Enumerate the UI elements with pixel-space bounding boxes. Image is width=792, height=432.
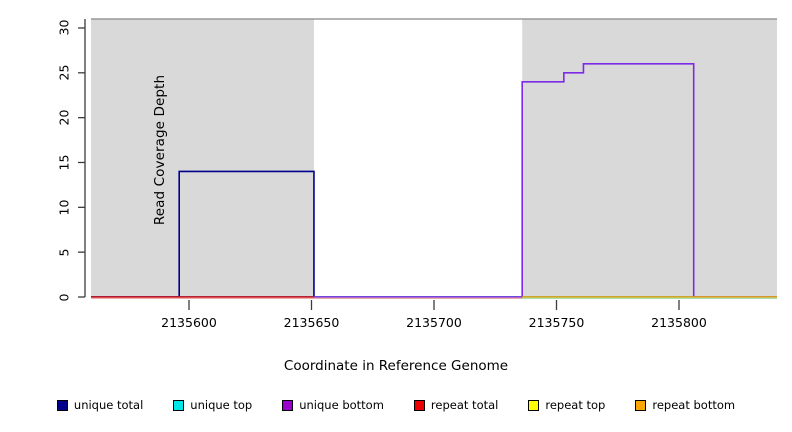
y-tick-label: 25 bbox=[56, 64, 72, 81]
x-tick-label: 2135650 bbox=[283, 315, 340, 330]
series-unique-bottom bbox=[91, 63, 777, 298]
y-tick-label: 0 bbox=[56, 293, 72, 301]
legend-label: repeat bottom bbox=[652, 398, 736, 412]
x-tick-label: 2135600 bbox=[161, 315, 217, 330]
x-axis-title-text: Coordinate in Reference Genome bbox=[283, 358, 509, 374]
y-tick-label: 30 bbox=[56, 20, 72, 36]
legend-item: unique total bbox=[56, 398, 144, 412]
legend-label: repeat total bbox=[430, 398, 499, 412]
y-tick-label: 5 bbox=[56, 248, 72, 257]
chart-legend: unique total unique top unique bottom repea… bbox=[0, 398, 792, 412]
legend-item: repeat bottom bbox=[635, 398, 735, 412]
legend-swatch-icon bbox=[173, 399, 185, 411]
legend-swatch-icon bbox=[56, 399, 68, 411]
legend-label: unique top bbox=[190, 398, 253, 412]
legend-item: repeat top bbox=[528, 398, 605, 412]
shaded-region-1 bbox=[522, 19, 777, 297]
x-tick-label: 2135800 bbox=[651, 315, 707, 330]
x-tick-label: 2135750 bbox=[528, 315, 585, 330]
legend-item: unique top bbox=[173, 398, 252, 412]
y-tick-label: 15 bbox=[56, 154, 72, 171]
shaded-region-0 bbox=[91, 19, 314, 297]
legend-swatch-icon bbox=[528, 399, 540, 411]
legend-label: unique bottom bbox=[299, 398, 384, 412]
legend-item: repeat total bbox=[413, 398, 499, 412]
legend-swatch-icon bbox=[413, 399, 425, 411]
legend-label: repeat top bbox=[545, 398, 606, 412]
legend-item: unique bottom bbox=[282, 398, 384, 412]
legend-swatch-icon bbox=[635, 399, 647, 411]
y-tick-label: 10 bbox=[56, 199, 72, 216]
y-tick-label: 20 bbox=[56, 109, 72, 126]
x-axis-title: Coordinate in Reference Genome bbox=[0, 358, 792, 374]
x-tick-label: 2135700 bbox=[406, 315, 462, 330]
legend-swatch-icon bbox=[282, 399, 294, 411]
legend-label: unique total bbox=[73, 398, 144, 412]
